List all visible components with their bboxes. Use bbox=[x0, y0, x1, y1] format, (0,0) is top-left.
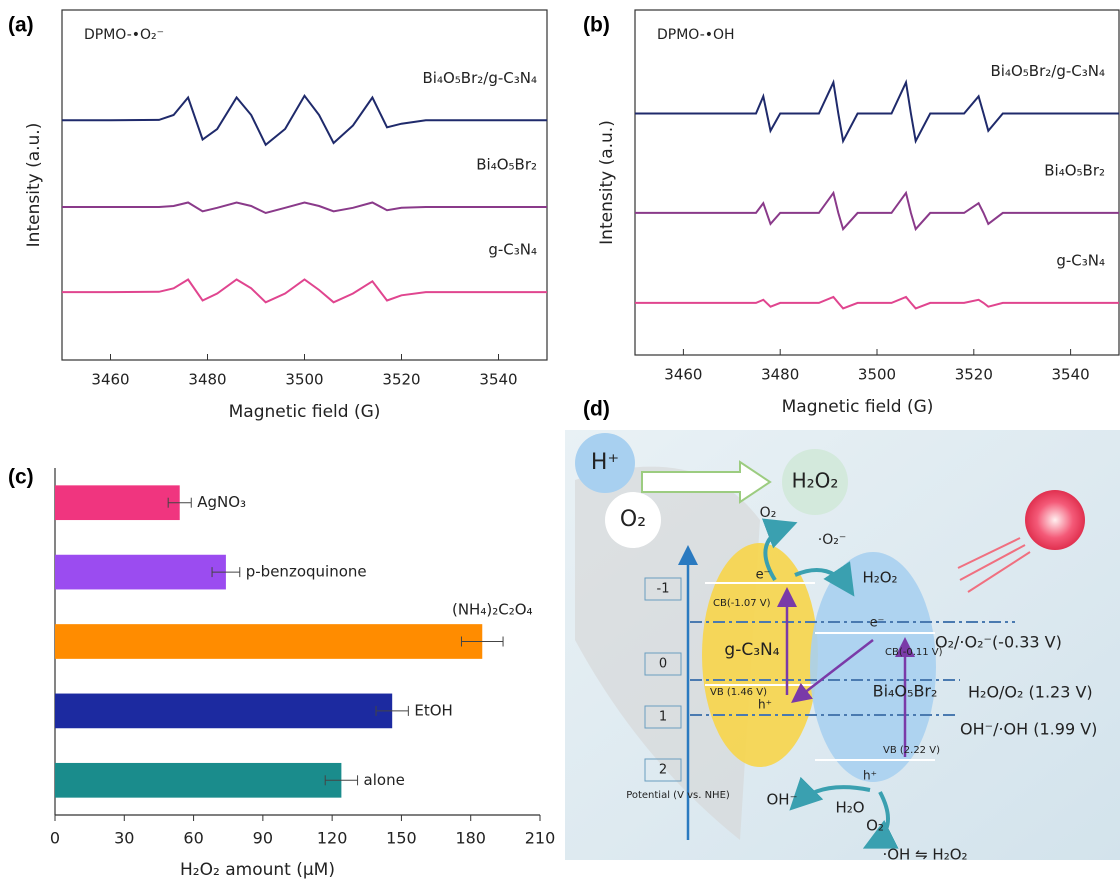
x-tick-label: 3500 bbox=[285, 371, 323, 389]
series-label: Bi₄O₅Br₂/g-C₃N₄ bbox=[423, 69, 537, 87]
diagram-label: VB (1.46 V) bbox=[710, 687, 767, 698]
diagram-label: H₂O₂ bbox=[862, 569, 897, 587]
diagram-label: h⁺ bbox=[758, 698, 772, 712]
series-label: Bi₄O₅Br₂/g-C₃N₄ bbox=[991, 62, 1105, 80]
plot-frame bbox=[61, 9, 548, 361]
diagram-label: 0 bbox=[659, 657, 667, 672]
diagram-label: ·OH ⇋ H₂O₂ bbox=[882, 846, 967, 864]
panel-label: (a) bbox=[8, 14, 34, 37]
error-bar bbox=[324, 775, 359, 786]
error-bar bbox=[375, 705, 409, 716]
diagram-label: ·O₂⁻ bbox=[818, 532, 846, 548]
bar-label: AgNO₃ bbox=[197, 493, 246, 511]
sun bbox=[957, 490, 1085, 593]
annotation: DPMO-•O₂⁻ bbox=[84, 27, 164, 43]
x-axis-label: H₂O₂ amount (μM) bbox=[180, 860, 335, 880]
diagram-label: e⁻ bbox=[870, 616, 885, 631]
diagram-label: e⁻ bbox=[756, 568, 771, 583]
h-circle bbox=[575, 433, 635, 493]
annotation: DPMO-•OH bbox=[657, 27, 735, 43]
error-bar bbox=[167, 497, 192, 508]
diagram-label: H⁺ bbox=[591, 450, 619, 475]
bar bbox=[55, 762, 342, 798]
diagram-label: Potential (V vs. NHE) bbox=[626, 790, 730, 801]
diagram-label: VB (2.22 V) bbox=[883, 745, 940, 756]
diagram-label: O₂ bbox=[620, 507, 646, 532]
diagram-label: 2 bbox=[659, 763, 667, 778]
series-label: Bi₄O₅Br₂ bbox=[476, 156, 537, 174]
diagram-label: O₂/·O₂⁻(-0.33 V) bbox=[935, 633, 1062, 652]
diagram-label: CB(-1.07 V) bbox=[713, 598, 771, 609]
panel-label: (b) bbox=[583, 14, 610, 37]
diagram-label: H₂O₂ bbox=[792, 469, 839, 493]
x-tick-label: 30 bbox=[114, 829, 134, 848]
diagram-label: O₂ bbox=[760, 505, 777, 521]
h2o2-circle bbox=[782, 449, 848, 515]
error-bar bbox=[211, 567, 241, 578]
diagram-label: Bi₄O₅Br₂ bbox=[873, 682, 938, 701]
diagram-label: H₂O/O₂ (1.23 V) bbox=[968, 683, 1093, 702]
x-tick-label: 120 bbox=[317, 829, 348, 848]
diagram-label: -1 bbox=[657, 582, 670, 597]
spectrum-line bbox=[635, 295, 1119, 310]
x-axis-label: Magnetic field (G) bbox=[229, 402, 381, 422]
spectrum-line bbox=[62, 278, 547, 304]
o2-circle bbox=[605, 492, 661, 548]
diagram-label: h⁺ bbox=[863, 769, 877, 783]
transfer-arrows bbox=[777, 587, 915, 757]
panel-label: (d) bbox=[583, 398, 610, 421]
x-tick-label: 3520 bbox=[382, 371, 420, 389]
series-label: g-C₃N₄ bbox=[1056, 251, 1105, 269]
diagram-label: g-C₃N₄ bbox=[724, 640, 779, 660]
bar-label: (NH₄)₂C₂O₄ bbox=[452, 601, 533, 619]
diagram-label: H₂O bbox=[835, 799, 864, 817]
diagram-label: 1 bbox=[659, 710, 667, 725]
bar bbox=[55, 485, 180, 521]
x-tick-label: 180 bbox=[455, 829, 486, 848]
x-tick-label: 3540 bbox=[1052, 366, 1090, 384]
potential-lines bbox=[690, 621, 1015, 716]
bar-label: p-benzoquinone bbox=[246, 563, 367, 581]
y-axis-label: Intensity (a.u.) bbox=[24, 123, 44, 248]
diagram-label: CB(-0.11 V) bbox=[885, 647, 943, 658]
x-tick-label: 0 bbox=[50, 829, 60, 848]
x-tick-label: 150 bbox=[386, 829, 417, 848]
bar bbox=[55, 554, 226, 590]
spectrum-line bbox=[62, 201, 547, 215]
x-tick-label: 210 bbox=[525, 829, 556, 848]
y-axis-label: Intensity (a.u.) bbox=[597, 120, 617, 245]
spectrum-line bbox=[62, 94, 547, 147]
bar-label: EtOH bbox=[414, 701, 452, 719]
x-tick-label: 3480 bbox=[188, 371, 226, 389]
spectrum-line bbox=[635, 79, 1119, 145]
x-tick-label: 3460 bbox=[91, 371, 129, 389]
x-tick-label: 60 bbox=[183, 829, 203, 848]
x-tick-label: 3480 bbox=[761, 366, 799, 384]
bar bbox=[55, 693, 393, 729]
bar-label: alone bbox=[364, 771, 405, 789]
bar bbox=[55, 624, 483, 659]
diagram-label: OH⁻ bbox=[766, 791, 797, 809]
error-bar bbox=[460, 636, 504, 647]
arrow bbox=[641, 460, 772, 504]
x-axis-label: Magnetic field (G) bbox=[782, 397, 934, 417]
panel-label: (c) bbox=[8, 466, 34, 489]
x-tick-label: 3540 bbox=[479, 371, 517, 389]
x-tick-label: 3520 bbox=[955, 366, 993, 384]
diagram-panel bbox=[565, 430, 1120, 860]
x-tick-label: 90 bbox=[253, 829, 273, 848]
series-label: Bi₄O₅Br₂ bbox=[1044, 161, 1105, 179]
level-boxes bbox=[644, 577, 682, 782]
series-label: g-C₃N₄ bbox=[488, 241, 537, 259]
diagram-label: O₂ bbox=[866, 817, 884, 835]
x-tick-label: 3500 bbox=[858, 366, 896, 384]
diagram-label: OH⁻/·OH (1.99 V) bbox=[960, 720, 1097, 739]
reaction-arrows bbox=[761, 518, 899, 849]
spectrum-line bbox=[635, 190, 1119, 232]
x-tick-label: 3460 bbox=[664, 366, 702, 384]
